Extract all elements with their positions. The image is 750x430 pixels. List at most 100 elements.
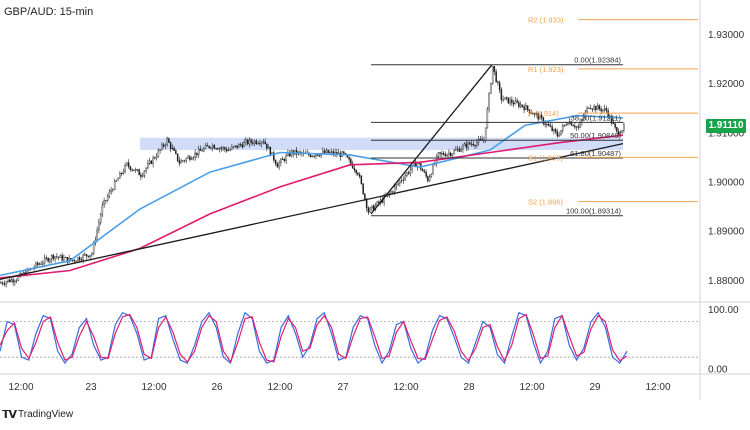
candle-body (432, 164, 434, 175)
time-tick-label: 12:00 (8, 382, 33, 393)
candle-body (108, 191, 111, 197)
candle-body (199, 148, 202, 151)
candle-body (397, 183, 399, 185)
candle-body (509, 99, 511, 104)
candle-body (329, 151, 331, 154)
candle-body (616, 127, 618, 132)
pivot-label: R1 (1.923) (528, 65, 564, 74)
candle-body (17, 276, 20, 281)
candle-body (257, 143, 259, 145)
candle-body (208, 145, 210, 148)
candle-body (89, 254, 91, 258)
candle-body (220, 147, 223, 149)
pivot-label: P (1.914) (528, 109, 559, 118)
candle-body (148, 160, 151, 164)
brand[interactable]: 𝗧𝗩 TradingView (2, 408, 73, 421)
candle-body (460, 149, 462, 152)
candle-body (222, 147, 224, 149)
candle-body (113, 181, 116, 190)
candle-body (96, 229, 98, 241)
candle-body (204, 145, 207, 149)
candle-body (511, 99, 513, 104)
candle-body (567, 123, 569, 126)
main-pane[interactable]: 0.00(1.92384) 38.20(1.91211) 50.00(1.90849… (0, 16, 698, 288)
candle-body (110, 190, 112, 193)
candle-body (273, 152, 275, 161)
candle-body (409, 169, 412, 174)
candle-body (185, 157, 188, 161)
time-tick-label: 28 (463, 382, 475, 393)
candle-body (544, 123, 546, 125)
candle-body (318, 155, 321, 157)
candle-body (465, 143, 468, 148)
candle-body (215, 148, 217, 150)
candle-body (619, 132, 622, 135)
candle-body (584, 111, 587, 118)
candle-body (353, 167, 356, 171)
candle-body (136, 169, 139, 171)
candle-body (1, 282, 4, 285)
stoch-d-line (0, 313, 628, 364)
candle-body (348, 157, 350, 160)
time-tick-label: 12:00 (519, 382, 544, 393)
candle-body (367, 207, 370, 213)
candle-body (525, 105, 527, 111)
candle-body (49, 259, 51, 262)
candle-body (280, 158, 282, 164)
candle-body (598, 105, 601, 110)
candle-body (453, 150, 455, 155)
candle-body (141, 174, 144, 177)
candle-body (313, 155, 315, 157)
time-tick-label: 29 (589, 382, 601, 393)
candle-body (371, 205, 373, 209)
candle-body (187, 156, 189, 159)
candle-body (456, 148, 459, 150)
candle-body (40, 263, 42, 265)
stochastic-pane[interactable] (0, 311, 700, 365)
candle-body (532, 113, 534, 115)
candle-body (425, 171, 427, 177)
candle-body (196, 152, 198, 156)
candle-body (535, 113, 538, 115)
candle-body (180, 160, 182, 164)
candle-body (593, 106, 595, 110)
candle-body (0, 282, 2, 284)
candle-body (311, 155, 314, 157)
candle-body (514, 100, 517, 105)
stoch-k-line (0, 311, 628, 365)
candle-body (213, 145, 216, 149)
candle-body (444, 154, 447, 157)
candle-body (476, 142, 478, 146)
candle-body (463, 143, 466, 146)
candle-body (575, 126, 578, 128)
candle-body (52, 255, 55, 259)
candle-body (64, 257, 67, 259)
candle-body (330, 151, 333, 153)
candle-body (166, 138, 168, 146)
candle-body (92, 242, 95, 254)
candle-body (178, 160, 181, 164)
candle-body (71, 259, 74, 261)
candle-body (120, 172, 123, 174)
candle-body (486, 108, 489, 129)
candle-body (358, 174, 361, 177)
candle-body (218, 147, 221, 150)
candle-body (164, 144, 167, 147)
candle-body (99, 214, 102, 223)
candle-body (603, 108, 606, 110)
candle-body (264, 141, 266, 145)
candle-body (173, 147, 175, 151)
candle-body (231, 146, 233, 150)
candle-body (78, 257, 81, 261)
candle-body (455, 149, 457, 151)
candle-body (533, 113, 536, 115)
candle-body (484, 127, 487, 141)
candle-body (248, 139, 251, 145)
candle-body (283, 158, 286, 161)
candle-body (596, 105, 599, 111)
candle-body (42, 262, 44, 265)
candle-body (63, 257, 65, 261)
candle-body (8, 279, 11, 283)
candle-body (589, 108, 592, 110)
